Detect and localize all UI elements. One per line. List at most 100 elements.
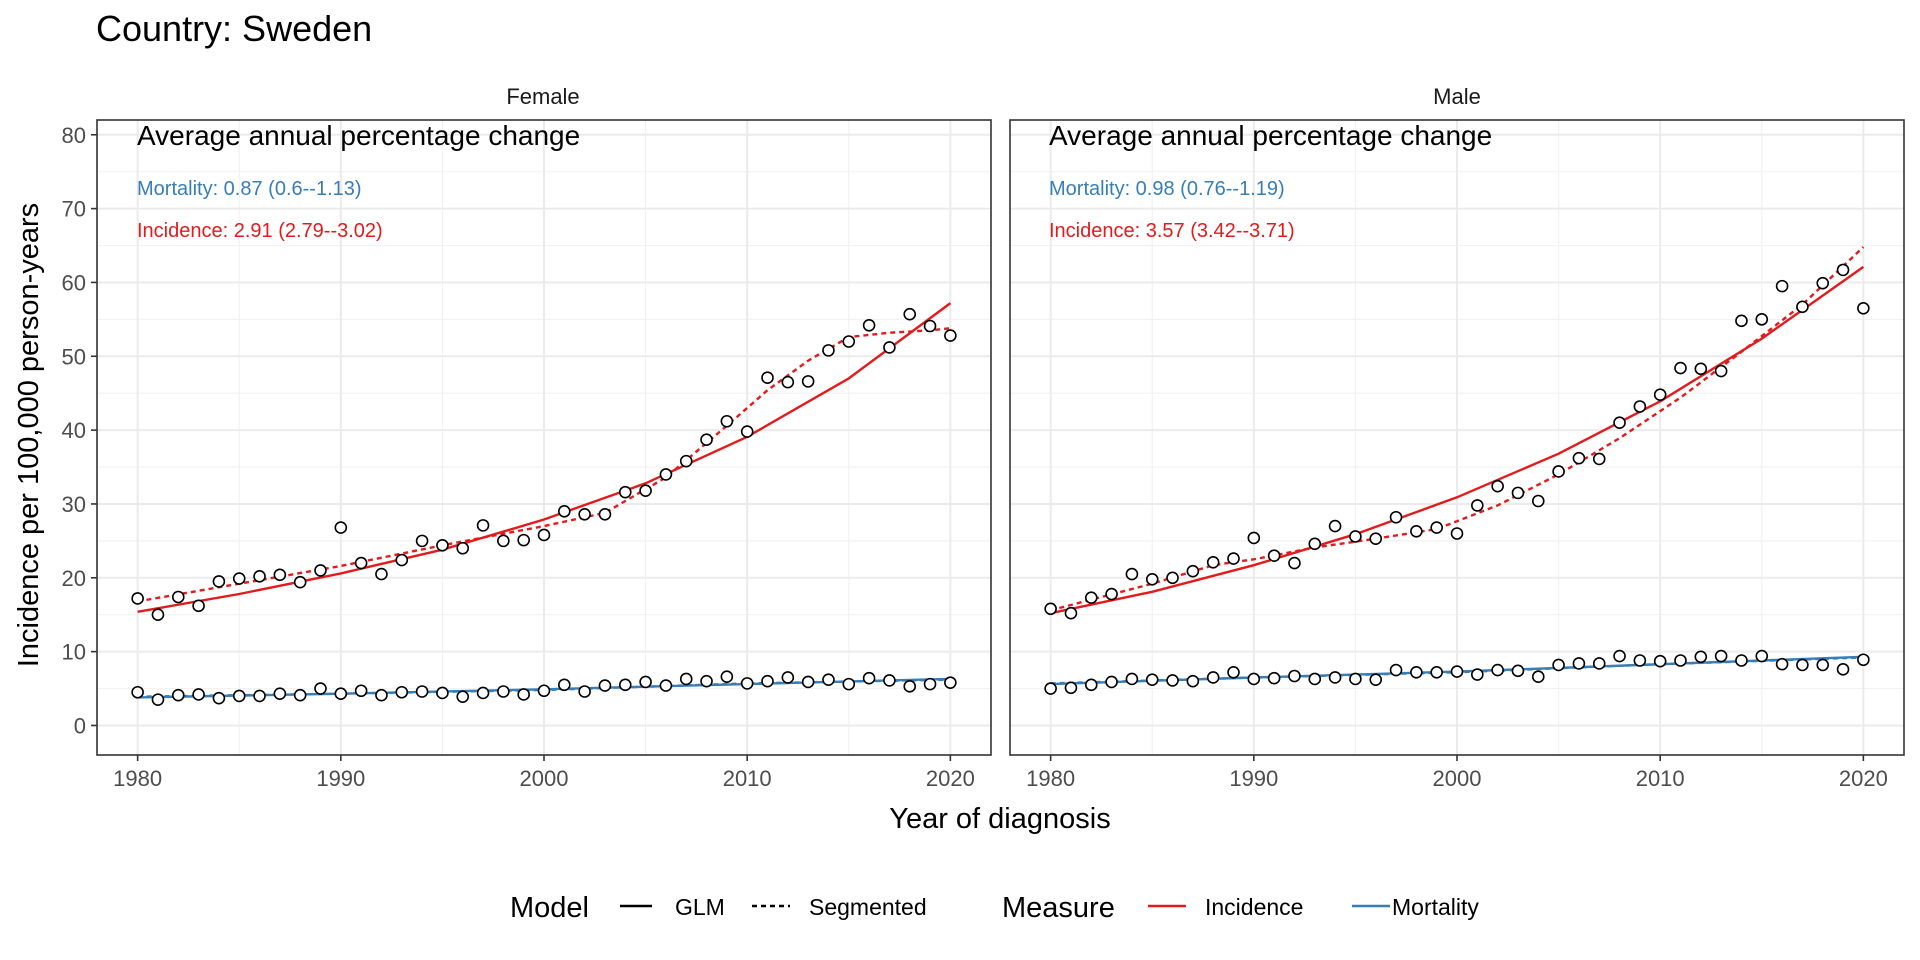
incidence-point — [679, 454, 693, 468]
mortality-point — [1816, 658, 1830, 672]
panel-strip — [97, 78, 991, 117]
incidence-point — [659, 468, 673, 481]
mortality-point — [1206, 671, 1220, 684]
incidence-point — [1511, 486, 1525, 500]
mortality-point — [1166, 674, 1179, 687]
mortality-point — [1369, 673, 1383, 686]
mortality-point — [740, 677, 754, 690]
legend: Model GLM Segmented Measure Incidence Mo… — [510, 892, 1479, 924]
incidence-point — [598, 507, 612, 521]
mortality-point — [1044, 682, 1057, 695]
panel-strip-label: Female — [506, 84, 579, 109]
incidence-point — [1531, 494, 1545, 508]
incidence-point — [1491, 479, 1504, 493]
mortality-point — [944, 676, 957, 689]
incidence-point — [395, 553, 409, 567]
incidence-point — [1836, 263, 1850, 277]
incidence-point — [232, 572, 246, 585]
incidence-point — [1857, 301, 1870, 315]
mortality-point — [761, 674, 774, 688]
incidence-point — [923, 319, 937, 333]
incidence-point — [253, 570, 266, 583]
incidence-apc-label: Incidence: 3.57 (3.42--3.71) — [1049, 220, 1295, 242]
y-tick-label: 10 — [62, 640, 86, 665]
incidence-point — [1653, 388, 1667, 401]
mortality-point — [1857, 653, 1870, 667]
mortality-point — [1836, 663, 1850, 676]
incidence-point — [1633, 400, 1647, 413]
incidence-point — [1288, 556, 1301, 570]
mortality-point — [232, 689, 246, 703]
mortality-point — [1288, 669, 1301, 683]
incidence-point — [1471, 499, 1484, 512]
mortality-point — [1105, 675, 1118, 689]
incidence-point — [578, 507, 591, 521]
incidence-segmented-line — [137, 327, 951, 603]
x-tick-label: 2010 — [1636, 766, 1685, 791]
mortality-point — [517, 688, 530, 701]
mortality-point — [1084, 678, 1098, 692]
incidence-point — [1755, 313, 1769, 326]
y-tick-label: 60 — [62, 270, 86, 295]
mortality-point — [192, 688, 205, 701]
mortality-point — [334, 687, 348, 701]
x-tick-label: 1980 — [1026, 766, 1075, 791]
x-tick-label: 2000 — [520, 766, 569, 791]
mortality-point — [1511, 664, 1525, 678]
y-tick-label: 70 — [62, 197, 86, 222]
panel-strip — [1010, 78, 1904, 117]
mortality-point — [1613, 649, 1626, 663]
incidence-point — [1572, 451, 1586, 465]
mortality-point — [700, 674, 713, 688]
incidence-point — [720, 414, 734, 428]
incidence-point — [781, 375, 795, 389]
incidence-glm-line — [1050, 265, 1865, 615]
incidence-point — [1674, 361, 1687, 375]
incidence-point — [171, 590, 185, 604]
mortality-point — [639, 675, 652, 689]
mortality-point — [781, 671, 795, 684]
mortality-point — [354, 684, 368, 698]
panel-female: Female Average annual percentage change … — [62, 78, 992, 791]
chart-title: Country: Sweden — [96, 8, 372, 49]
incidence-point — [314, 564, 327, 577]
incidence-point — [1247, 531, 1261, 545]
incidence-point — [618, 485, 632, 499]
annotation-heading: Average annual percentage change — [1049, 120, 1492, 151]
x-tick-label: 2020 — [1839, 766, 1888, 791]
mortality-point — [1653, 654, 1667, 668]
incidence-point — [1735, 314, 1748, 328]
incidence-point — [1044, 602, 1057, 616]
legend-incidence-label: Incidence — [1205, 894, 1303, 920]
mortality-point — [537, 684, 551, 698]
incidence-point — [151, 608, 165, 622]
incidence-point — [415, 534, 429, 548]
incidence-point — [1084, 591, 1098, 605]
incidence-point — [1796, 300, 1809, 314]
mortality-point — [1186, 674, 1200, 688]
incidence-point — [1450, 527, 1464, 540]
mortality-point — [436, 686, 449, 700]
incidence-point — [1613, 416, 1626, 430]
mortality-point — [1145, 673, 1159, 686]
x-tick-label: 2020 — [926, 766, 975, 791]
incidence-apc-label: Incidence: 2.91 (2.79--3.02) — [137, 220, 383, 242]
x-axis-label: Year of diagnosis — [889, 803, 1110, 835]
incidence-point — [639, 484, 652, 497]
mortality-point — [476, 686, 490, 700]
y-tick-label: 50 — [62, 344, 86, 369]
mortality-point — [456, 690, 470, 703]
mortality-point — [822, 673, 835, 686]
incidence-point — [1267, 549, 1281, 562]
incidence-point — [862, 318, 876, 332]
mortality-point — [1796, 658, 1809, 672]
mortality-point — [903, 680, 917, 693]
incidence-point — [1145, 572, 1159, 586]
y-tick-label: 80 — [62, 123, 86, 148]
mortality-point — [679, 672, 693, 686]
mortality-point — [1471, 668, 1484, 681]
incidence-point — [1166, 571, 1179, 585]
incidence-point — [456, 541, 470, 555]
mortality-point — [801, 675, 815, 689]
mortality-point — [1349, 672, 1362, 686]
